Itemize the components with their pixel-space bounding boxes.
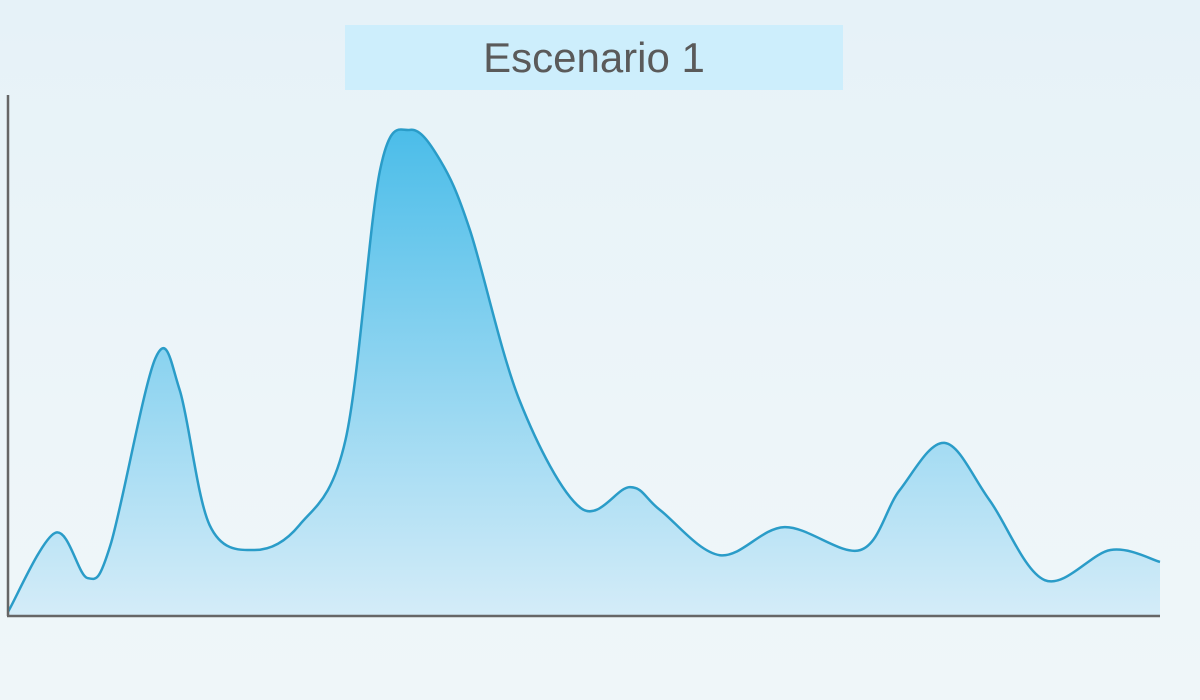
series-line	[6, 128, 1161, 613]
chart-title-box: Escenario 1	[345, 25, 843, 90]
chart-title: Escenario 1	[483, 33, 705, 81]
area-fill	[8, 129, 1160, 615]
